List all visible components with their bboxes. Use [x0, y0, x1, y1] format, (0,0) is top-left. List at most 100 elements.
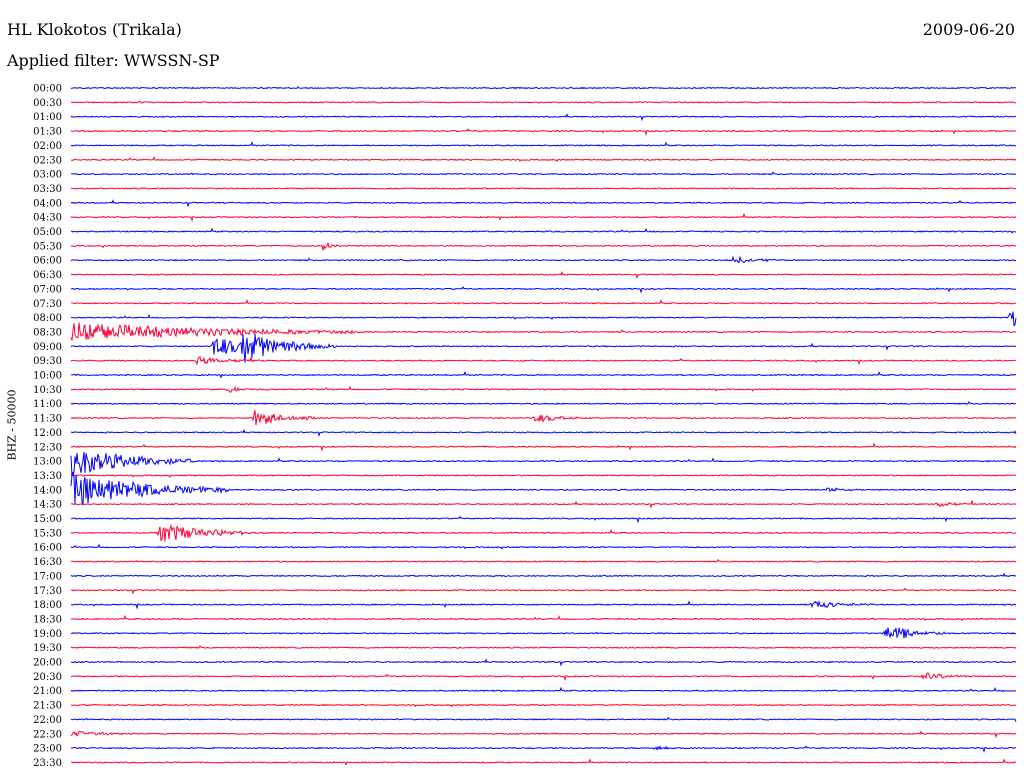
row-label: 06:00	[33, 256, 62, 267]
row-label: 14:00	[33, 485, 62, 496]
row-label: 16:30	[33, 557, 62, 568]
trace-line	[70, 385, 1017, 393]
row-label: 08:30	[33, 327, 62, 338]
row-label: 00:30	[33, 98, 62, 109]
station-title: HL Klokotos (Trikala)	[7, 20, 182, 39]
trace-line	[70, 333, 1017, 363]
trace-line	[70, 703, 1017, 708]
trace-line	[70, 255, 1017, 264]
trace-line	[70, 199, 1017, 208]
row-label: 05:00	[33, 227, 62, 238]
trace-line	[70, 410, 1017, 426]
row-label: 17:00	[33, 571, 62, 582]
trace-line	[70, 128, 1017, 136]
row-label: 18:30	[33, 614, 62, 625]
trace-line	[70, 745, 1017, 753]
row-label: 19:30	[33, 643, 62, 654]
trace-line	[70, 113, 1017, 122]
row-label: 00:00	[33, 84, 62, 95]
row-label: 07:30	[33, 299, 62, 310]
trace-line	[70, 356, 1017, 366]
trace-line	[70, 730, 1017, 739]
row-label: 22:30	[33, 729, 62, 740]
trace-line	[70, 442, 1017, 452]
row-label: 06:30	[33, 270, 62, 281]
trace-line	[70, 658, 1017, 667]
row-label: 02:00	[33, 141, 62, 152]
trace-line	[70, 428, 1017, 437]
trace-line	[70, 615, 1017, 622]
row-time-labels: 00:00 00:30 01:00 01:30 02:00 02:30 03:00 03:30…	[33, 84, 62, 769]
trace-line	[70, 523, 1017, 542]
row-label: 09:00	[33, 342, 62, 353]
row-label: 10:00	[33, 371, 62, 382]
row-label: 18:00	[33, 600, 62, 611]
trace-line	[70, 515, 1017, 524]
trace-line	[70, 212, 1017, 222]
trace-line	[70, 627, 1017, 639]
trace-line	[70, 686, 1017, 692]
row-label: 23:00	[33, 744, 62, 755]
trace-line	[70, 473, 1017, 478]
row-label: 21:00	[33, 686, 62, 697]
trace-line	[70, 286, 1017, 294]
row-label: 12:30	[33, 442, 62, 453]
trace-line	[70, 587, 1017, 595]
row-label: 19:00	[33, 629, 62, 640]
filter-label: Applied filter: WWSSN-SP	[7, 51, 220, 70]
row-label: 12:00	[33, 428, 62, 439]
row-label: 15:30	[33, 528, 62, 539]
row-label: 02:30	[33, 155, 62, 166]
row-label: 20:30	[33, 672, 62, 683]
row-label: 03:00	[33, 170, 62, 181]
row-label: 16:00	[33, 543, 62, 554]
trace-line	[70, 100, 1017, 104]
trace-line	[70, 558, 1017, 563]
trace-line	[70, 471, 1017, 505]
row-label: 08:00	[33, 313, 62, 324]
trace-line	[70, 758, 1017, 766]
recording-date: 2009-06-20	[922, 20, 1015, 39]
trace-line	[70, 499, 1017, 509]
trace-line	[70, 716, 1017, 722]
trace-line	[70, 311, 1017, 327]
trace-line	[70, 187, 1017, 190]
trace-line	[70, 451, 1017, 477]
trace-line	[70, 370, 1017, 379]
trace-line	[70, 322, 1017, 341]
trace-line	[70, 271, 1017, 280]
row-label: 22:00	[33, 715, 62, 726]
trace-line	[70, 241, 1017, 251]
row-label: 04:30	[33, 213, 62, 224]
trace-line	[70, 672, 1017, 682]
row-label: 14:30	[33, 500, 62, 511]
row-label: 13:00	[33, 457, 62, 468]
trace-line	[70, 299, 1017, 305]
row-label: 13:30	[33, 471, 62, 482]
row-label: 17:30	[33, 586, 62, 597]
row-label: 11:30	[33, 414, 62, 425]
row-label: 09:30	[33, 356, 62, 367]
row-label: 04:00	[33, 198, 62, 209]
trace-line	[70, 644, 1017, 649]
trace-line	[70, 401, 1017, 405]
row-label: 15:00	[33, 514, 62, 525]
trace-line	[70, 543, 1017, 550]
trace-line	[70, 86, 1017, 90]
row-label: 01:00	[33, 112, 62, 123]
trace-line	[70, 227, 1017, 234]
trace-line	[70, 171, 1017, 176]
row-label: 21:30	[33, 701, 62, 712]
row-label: 23:30	[33, 758, 62, 769]
trace-line	[70, 141, 1017, 147]
trace-line	[70, 156, 1017, 163]
row-label: 01:30	[33, 127, 62, 138]
trace-line	[70, 599, 1017, 610]
row-label: 07:00	[33, 284, 62, 295]
row-label: 10:30	[33, 385, 62, 396]
trace-line	[70, 572, 1017, 578]
row-label: 05:30	[33, 241, 62, 252]
row-label: 11:00	[33, 399, 62, 410]
seismic-traces	[70, 86, 1017, 766]
